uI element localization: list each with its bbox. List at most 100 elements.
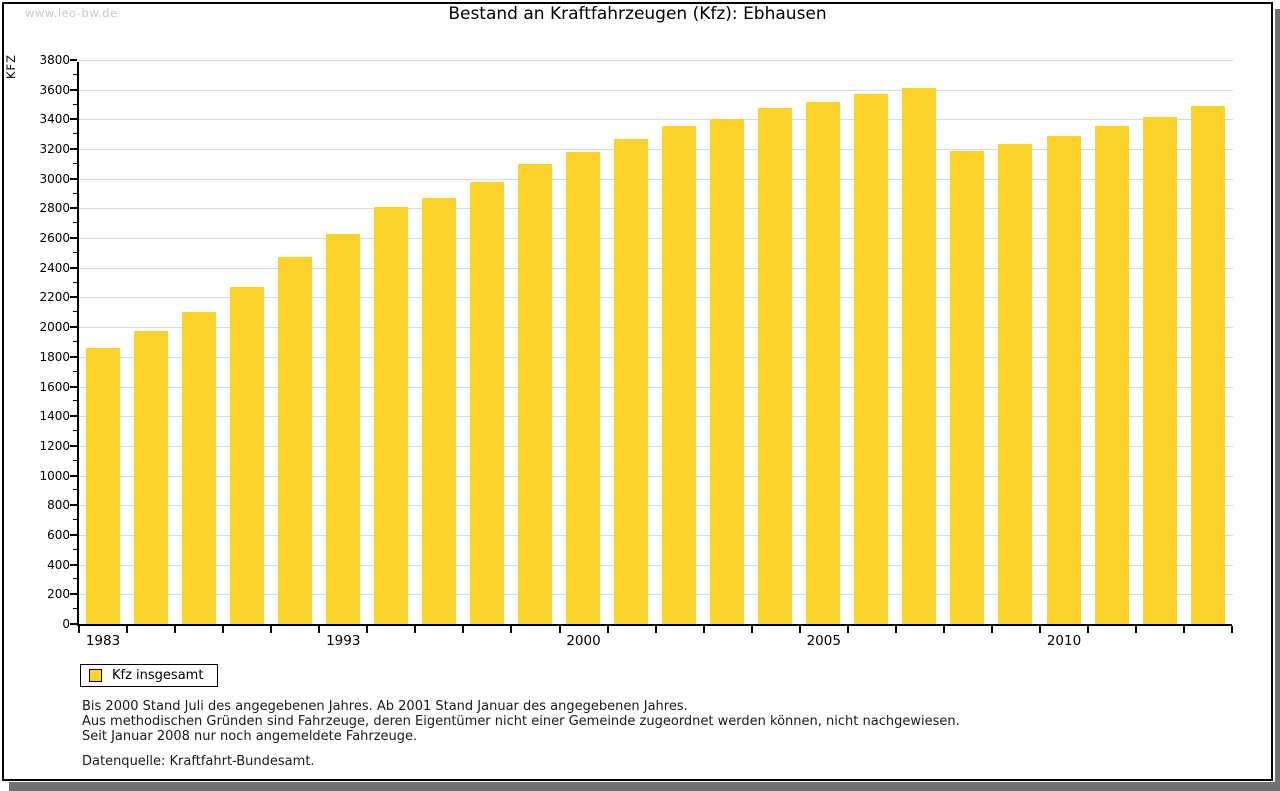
y-axis-minor-tick — [73, 192, 77, 194]
y-axis-tick — [70, 533, 77, 536]
y-tick-label: 2200 — [39, 290, 70, 305]
x-axis-tick — [414, 626, 417, 633]
y-tick-label: 1800 — [39, 349, 70, 364]
y-tick-label: 3800 — [39, 53, 70, 67]
y-tick-label: 0 — [62, 617, 70, 631]
x-axis-tick — [1039, 626, 1041, 633]
y-tick-label: 2000 — [39, 320, 70, 335]
y-grid-line — [79, 505, 1233, 507]
y-grid-line — [79, 475, 1233, 477]
y-axis-tick — [70, 504, 77, 507]
y-axis-tick — [70, 444, 77, 447]
y-grid-line — [79, 356, 1233, 358]
x-axis-tick — [462, 626, 465, 633]
bar — [950, 151, 985, 624]
bar — [1142, 117, 1177, 624]
x-tick-label: 2000 — [566, 633, 601, 649]
y-axis-minor-tick — [73, 608, 77, 610]
bar — [902, 88, 937, 624]
y-axis-minor-tick — [73, 162, 77, 164]
bar — [566, 152, 600, 624]
legend-box: Kfz insgesamt — [80, 664, 219, 687]
y-tick-label: 3600 — [39, 82, 70, 97]
bar — [421, 198, 456, 624]
bar — [758, 107, 793, 624]
y-tick-label: 400 — [47, 557, 70, 572]
footnote-line: Aus methodischen Gründen sind Fahrzeuge,… — [82, 714, 960, 729]
y-axis-minor-tick — [73, 370, 77, 372]
y-axis-minor-tick — [73, 578, 77, 580]
y-grid-line — [79, 327, 1233, 329]
x-axis-tick — [126, 626, 129, 633]
x-axis-tick — [510, 626, 513, 633]
y-grid-line — [79, 267, 1233, 269]
y-axis-tick — [70, 385, 77, 388]
y-axis-tick — [70, 88, 77, 91]
y-tick-label: 1600 — [39, 379, 70, 394]
y-axis-minor-tick — [73, 489, 77, 491]
x-axis-tick — [174, 626, 177, 633]
y-grid-line — [79, 594, 1233, 596]
frame-shadow-right — [1275, 9, 1280, 782]
bar — [998, 143, 1033, 624]
y-grid-line — [79, 60, 1233, 61]
y-grid-line — [79, 416, 1233, 418]
x-axis-tick — [1231, 626, 1234, 633]
y-axis-minor-tick — [73, 281, 77, 283]
footnote-line: Bis 2000 Stand Juli des angegebenen Jahr… — [82, 699, 688, 714]
y-axis-tick — [70, 59, 77, 61]
x-tick-label: 1983 — [85, 633, 121, 649]
x-tick-label: 2005 — [806, 633, 841, 649]
y-axis-minor-tick — [73, 73, 77, 75]
y-grid-line — [79, 445, 1233, 447]
chart-title: Bestand an Kraftfahrzeugen (Kfz): Ebhaus… — [448, 4, 827, 24]
y-grid-line — [79, 178, 1233, 180]
frame-shadow-bottom — [9, 782, 1280, 791]
bar — [662, 126, 697, 624]
y-axis-tick — [70, 207, 77, 210]
y-axis-tick — [70, 266, 77, 269]
y-tick-label: 2800 — [39, 201, 70, 216]
x-axis-tick — [702, 626, 705, 633]
y-grid-line — [79, 89, 1233, 91]
x-axis-tick — [798, 626, 801, 633]
x-axis-tick — [270, 626, 273, 633]
x-axis-tick — [366, 626, 369, 633]
x-axis-tick — [222, 626, 225, 633]
y-grid-line — [79, 208, 1233, 210]
bar — [133, 330, 168, 624]
x-axis-tick — [318, 626, 321, 633]
y-axis-minor-tick — [73, 103, 77, 105]
bar — [373, 206, 408, 624]
y-axis-minor-tick — [73, 341, 77, 342]
y-tick-label: 3400 — [39, 112, 70, 127]
y-tick-label: 2400 — [39, 260, 70, 275]
footnote-block: Bis 2000 Stand Juli des angegebenen Jahr… — [82, 699, 960, 744]
x-axis-tick — [1087, 626, 1090, 633]
bar — [325, 234, 360, 624]
y-axis-tick — [70, 177, 77, 180]
x-axis-tick — [1135, 626, 1138, 633]
y-axis-minor-tick — [73, 251, 77, 253]
legend-swatch-icon — [89, 669, 102, 682]
y-axis-minor-tick — [73, 400, 77, 402]
y-axis-minor-tick — [73, 222, 77, 224]
bar — [1046, 136, 1081, 624]
y-tick-label: 800 — [47, 498, 70, 513]
x-axis-tick — [654, 626, 657, 633]
bar — [1190, 106, 1225, 624]
plot-area: 0 200 400 600 800 1000 1200 1400 1600 1800 2000 220… — [39, 54, 1234, 649]
y-axis-tick — [70, 148, 77, 151]
y-axis-tick — [70, 474, 77, 477]
y-tick-label: 3000 — [39, 171, 70, 186]
bar — [854, 94, 889, 624]
bar — [469, 182, 504, 624]
y-axis-minor-tick — [73, 430, 77, 432]
legend-label: Kfz insgesamt — [112, 668, 204, 683]
y-axis-tick — [70, 326, 77, 329]
y-axis-minor-tick — [73, 548, 77, 550]
x-axis-tick — [606, 626, 609, 633]
y-axis-tick — [70, 296, 77, 299]
y-grid-line — [79, 534, 1233, 536]
x-axis-tick — [894, 626, 897, 633]
